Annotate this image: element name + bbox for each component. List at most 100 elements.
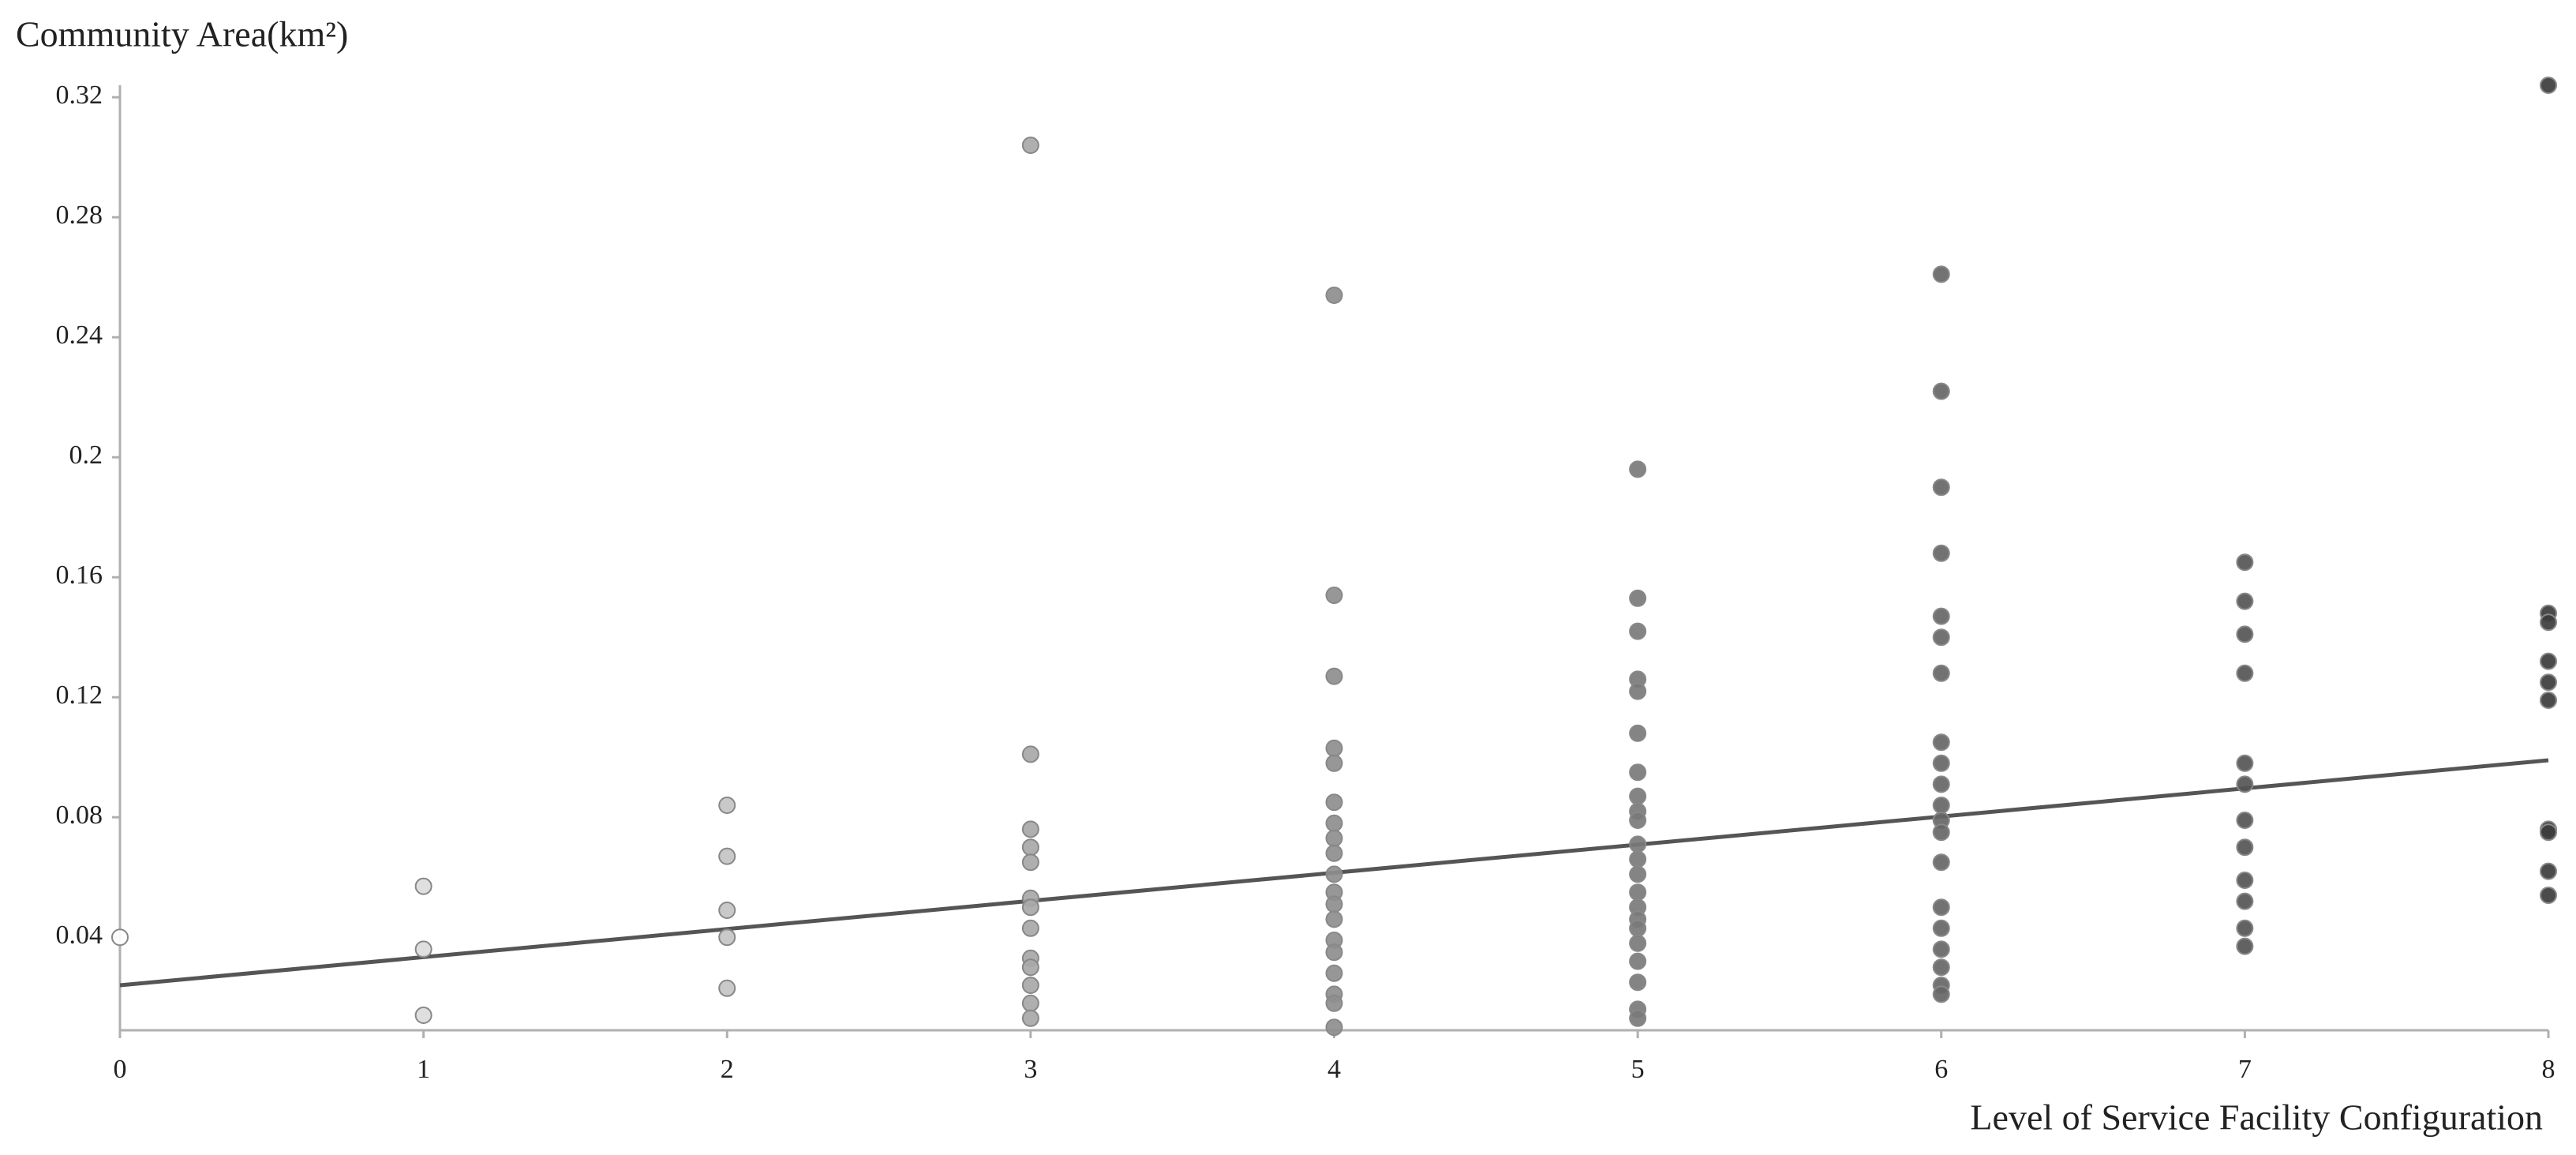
- data-point: [2236, 937, 2254, 955]
- data-point: [2540, 887, 2557, 904]
- data-point: [1629, 850, 1647, 868]
- data-point: [718, 902, 736, 919]
- data-point: [1629, 460, 1647, 478]
- data-point: [2236, 775, 2254, 793]
- x-tick-label: 8: [2542, 1055, 2555, 1084]
- data-point: [1629, 812, 1647, 829]
- data-point: [1325, 910, 1343, 928]
- data-point: [1932, 958, 1950, 977]
- data-point: [2236, 592, 2254, 610]
- data-point: [1629, 934, 1647, 952]
- data-point: [2540, 823, 2557, 842]
- data-point: [1325, 739, 1343, 757]
- data-point: [414, 877, 432, 895]
- data-point: [2236, 553, 2254, 572]
- y-tick-label: 0.16: [56, 561, 103, 590]
- y-tick-label: 0.12: [56, 681, 103, 710]
- data-point: [1325, 754, 1343, 772]
- data-point: [1021, 977, 1039, 994]
- x-tick-label: 1: [417, 1055, 430, 1084]
- data-point: [2540, 652, 2557, 670]
- data-point: [1629, 919, 1647, 937]
- data-point: [2540, 613, 2557, 632]
- data-point: [111, 928, 129, 947]
- data-point: [2540, 77, 2557, 94]
- data-point: [1325, 287, 1343, 304]
- data-point: [1932, 754, 1950, 772]
- data-point: [1325, 814, 1343, 832]
- data-point: [1932, 898, 1950, 917]
- data-point: [1021, 853, 1039, 872]
- data-point: [2236, 892, 2254, 910]
- data-point: [718, 847, 736, 865]
- data-point: [1021, 137, 1039, 154]
- data-point: [1932, 544, 1950, 562]
- data-point: [1629, 763, 1647, 782]
- data-point: [718, 928, 736, 947]
- y-tick-label: 0.2: [69, 441, 103, 470]
- data-point: [2236, 872, 2254, 889]
- data-point: [1932, 382, 1950, 400]
- x-tick-label: 6: [1934, 1055, 1948, 1084]
- data-point: [2236, 919, 2254, 937]
- y-axis-title: Community Area(km²): [16, 14, 348, 54]
- data-point: [1325, 865, 1343, 883]
- data-point: [1021, 919, 1039, 937]
- data-point: [718, 979, 736, 997]
- data-point: [1325, 667, 1343, 685]
- data-point: [2540, 673, 2557, 692]
- data-point: [1629, 835, 1647, 853]
- data-point: [1629, 865, 1647, 883]
- data-point: [1629, 883, 1647, 902]
- data-point: [1325, 1018, 1343, 1037]
- x-tick-label: 4: [1327, 1055, 1341, 1084]
- data-point: [1325, 587, 1343, 604]
- data-point: [2236, 754, 2254, 772]
- data-point: [1932, 775, 1950, 793]
- data-point: [2236, 838, 2254, 857]
- data-point: [1325, 829, 1343, 847]
- data-point: [1021, 745, 1039, 763]
- data-point: [1325, 964, 1343, 982]
- x-tick-label: 5: [1631, 1055, 1645, 1084]
- y-tick-label: 0.04: [56, 921, 103, 950]
- data-point: [1932, 664, 1950, 682]
- x-axis-title: Level of Service Facility Configuration: [1970, 1097, 2543, 1138]
- x-tick-label: 3: [1024, 1055, 1037, 1084]
- data-point: [1932, 919, 1950, 937]
- y-tick-label: 0.32: [56, 81, 103, 110]
- data-point: [2236, 625, 2254, 643]
- data-point: [1021, 1009, 1039, 1027]
- data-point: [1932, 853, 1950, 872]
- x-tick-label: 0: [114, 1055, 127, 1084]
- data-point: [1325, 844, 1343, 862]
- data-point: [1325, 994, 1343, 1012]
- x-tick-label: 7: [2238, 1055, 2252, 1084]
- data-point: [1932, 265, 1950, 283]
- data-point: [1325, 793, 1343, 812]
- y-tick-label: 0.08: [56, 801, 103, 830]
- data-point: [718, 797, 736, 814]
- data-point: [1932, 985, 1950, 1003]
- data-point: [2540, 692, 2557, 709]
- data-point: [1021, 838, 1039, 857]
- data-point: [1932, 478, 1950, 497]
- data-point: [1629, 1009, 1647, 1027]
- data-point: [1021, 958, 1039, 977]
- y-tick-label: 0.28: [56, 201, 103, 230]
- data-point: [1629, 952, 1647, 970]
- data-point: [1932, 607, 1950, 625]
- data-point: [1629, 682, 1647, 700]
- data-point: [1932, 733, 1950, 752]
- data-point: [1629, 724, 1647, 742]
- data-point: [1932, 940, 1950, 958]
- data-point: [1932, 797, 1950, 814]
- data-point: [1932, 628, 1950, 647]
- data-point: [1021, 994, 1039, 1012]
- data-point: [414, 1007, 432, 1024]
- data-point: [1325, 943, 1343, 962]
- data-point: [414, 940, 432, 958]
- data-point: [1021, 898, 1039, 917]
- data-point: [1629, 622, 1647, 640]
